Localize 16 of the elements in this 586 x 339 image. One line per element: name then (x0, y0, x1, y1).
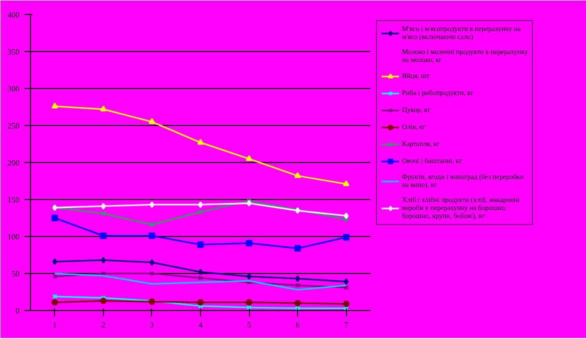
x-tick-label: 3 (150, 320, 154, 330)
x-tick-label: 2 (101, 320, 106, 330)
y-tick-label: 100 (8, 232, 20, 242)
x-tick-label: 7 (344, 320, 348, 330)
y-tick-label: 200 (8, 158, 20, 168)
y-tick-label: 150 (8, 196, 20, 204)
x-tick-label: 6 (296, 320, 300, 330)
y-tick-label: 350 (8, 48, 20, 56)
x-tick-label: 4 (198, 320, 202, 330)
y-tick-label: 250 (8, 122, 20, 130)
x-tick-label: 5 (247, 320, 252, 330)
y-tick-label: 300 (8, 84, 20, 94)
y-tick-label: 400 (8, 10, 20, 20)
x-tick-label: 1 (52, 320, 57, 330)
y-tick-label: 50 (12, 270, 20, 278)
y-tick-label: 0 (16, 306, 20, 316)
